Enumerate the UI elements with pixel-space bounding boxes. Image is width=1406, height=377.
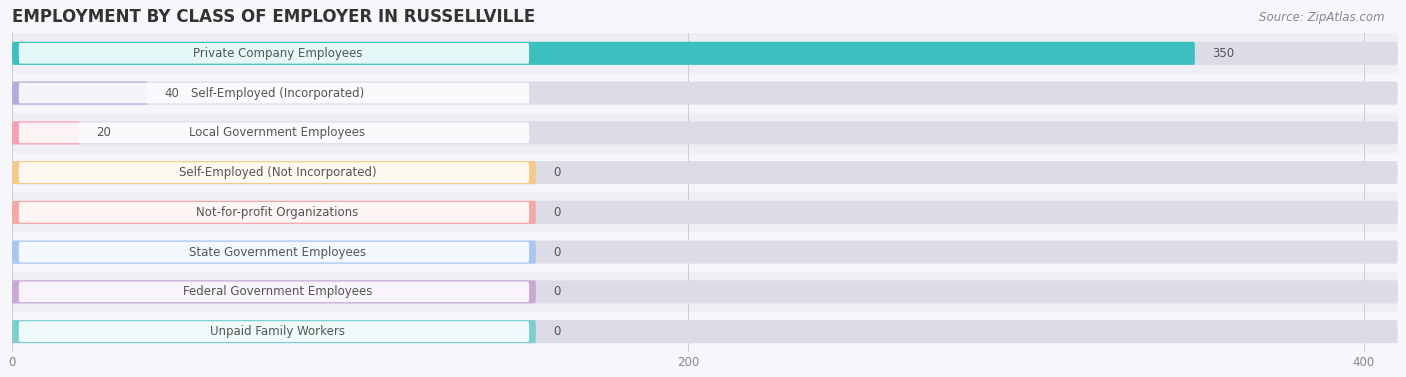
FancyBboxPatch shape (13, 241, 1398, 264)
FancyBboxPatch shape (13, 320, 536, 343)
Bar (13, 312, 1398, 351)
FancyBboxPatch shape (18, 162, 529, 183)
FancyBboxPatch shape (13, 201, 536, 224)
Text: Local Government Employees: Local Government Employees (190, 126, 366, 139)
Text: Self-Employed (Incorporated): Self-Employed (Incorporated) (191, 87, 364, 100)
FancyBboxPatch shape (18, 43, 529, 64)
Bar (13, 153, 1398, 193)
FancyBboxPatch shape (13, 280, 1398, 303)
Text: Not-for-profit Organizations: Not-for-profit Organizations (197, 206, 359, 219)
FancyBboxPatch shape (13, 161, 536, 184)
Text: 40: 40 (165, 87, 179, 100)
Text: State Government Employees: State Government Employees (188, 245, 366, 259)
Text: Federal Government Employees: Federal Government Employees (183, 285, 373, 298)
FancyBboxPatch shape (13, 121, 1398, 144)
FancyBboxPatch shape (13, 121, 80, 144)
FancyBboxPatch shape (13, 201, 1398, 224)
FancyBboxPatch shape (13, 241, 536, 264)
Bar (13, 73, 1398, 113)
FancyBboxPatch shape (18, 83, 529, 103)
Text: 350: 350 (1212, 47, 1234, 60)
Text: Self-Employed (Not Incorporated): Self-Employed (Not Incorporated) (179, 166, 377, 179)
FancyBboxPatch shape (13, 320, 1398, 343)
Text: Source: ZipAtlas.com: Source: ZipAtlas.com (1260, 11, 1385, 24)
FancyBboxPatch shape (18, 202, 529, 223)
FancyBboxPatch shape (13, 280, 536, 303)
FancyBboxPatch shape (18, 321, 529, 342)
Text: Unpaid Family Workers: Unpaid Family Workers (209, 325, 344, 338)
FancyBboxPatch shape (18, 242, 529, 262)
FancyBboxPatch shape (13, 81, 1398, 104)
FancyBboxPatch shape (18, 123, 529, 143)
Bar (13, 232, 1398, 272)
FancyBboxPatch shape (18, 282, 529, 302)
Text: 0: 0 (553, 245, 560, 259)
FancyBboxPatch shape (13, 81, 148, 104)
Bar (13, 113, 1398, 153)
Text: 0: 0 (553, 206, 560, 219)
FancyBboxPatch shape (13, 42, 1398, 65)
Bar (13, 193, 1398, 232)
Bar (13, 34, 1398, 73)
Text: 0: 0 (553, 285, 560, 298)
Text: 0: 0 (553, 166, 560, 179)
FancyBboxPatch shape (13, 161, 1398, 184)
Text: EMPLOYMENT BY CLASS OF EMPLOYER IN RUSSELLVILLE: EMPLOYMENT BY CLASS OF EMPLOYER IN RUSSE… (13, 8, 536, 26)
Text: Private Company Employees: Private Company Employees (193, 47, 363, 60)
Bar (13, 272, 1398, 312)
Text: 0: 0 (553, 325, 560, 338)
Text: 20: 20 (97, 126, 111, 139)
FancyBboxPatch shape (13, 42, 1195, 65)
